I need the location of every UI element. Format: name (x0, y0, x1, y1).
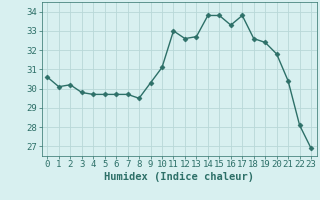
X-axis label: Humidex (Indice chaleur): Humidex (Indice chaleur) (104, 172, 254, 182)
